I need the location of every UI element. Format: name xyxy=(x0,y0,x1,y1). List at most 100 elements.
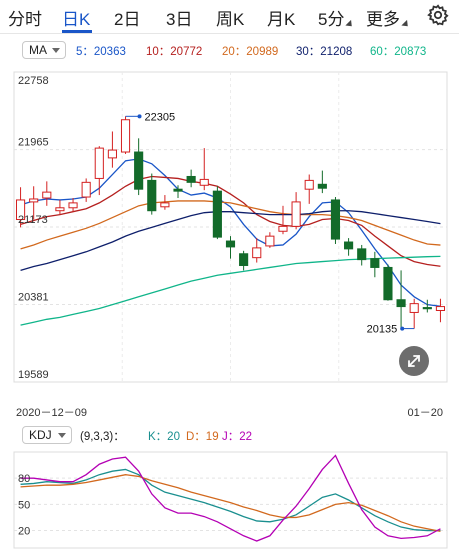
ma-line-2 xyxy=(20,200,441,250)
candlestick-chart[interactable]: 22758 21965 21173 20381 19589 2020－12－09… xyxy=(0,62,459,424)
kdj-indicator-selector[interactable]: KDJ xyxy=(22,426,72,444)
min-price-annotation: 20135 xyxy=(367,324,415,336)
kdj-y-tick-label: 20 xyxy=(18,526,30,538)
candles xyxy=(15,116,446,329)
candle xyxy=(291,192,301,230)
candle xyxy=(55,199,65,215)
kdj-k-value: K：20 xyxy=(148,431,180,443)
candle-body xyxy=(147,179,157,212)
candle xyxy=(370,251,380,278)
kdj-y-tick-label: 80 xyxy=(18,473,30,485)
y-tick-label: 21965 xyxy=(18,137,49,149)
tab-5-minute-label: 5分 xyxy=(318,10,345,29)
kdj-grid xyxy=(13,451,448,549)
kdj-y-tick-label: 50 xyxy=(18,499,30,511)
candle xyxy=(120,116,131,154)
tab-more-label: 更多 xyxy=(366,10,400,29)
kdj-k-line xyxy=(20,468,441,532)
candle-body xyxy=(370,258,380,268)
y-tick-label: 22758 xyxy=(18,75,49,87)
candle-body xyxy=(396,299,406,308)
candle xyxy=(278,205,288,235)
tab-intraday[interactable]: 分时 xyxy=(8,10,42,29)
tab-daily-k[interactable]: 日K xyxy=(62,10,91,29)
x-start-date-label: 2020－12－09 xyxy=(16,407,87,419)
x-end-date-label: 01－20 xyxy=(408,407,443,419)
candle xyxy=(134,138,144,196)
kdj-lines xyxy=(20,454,441,542)
candle xyxy=(29,186,39,220)
kdj-legend-bar: KDJ (9,3,3)： K：20 D：19 J：22 xyxy=(0,426,459,446)
kdj-params: (9,3,3)： xyxy=(80,431,125,443)
price-grid xyxy=(13,71,448,383)
tab-3-day[interactable]: 3日 xyxy=(166,10,193,29)
candle-body xyxy=(173,188,183,192)
candle xyxy=(42,181,52,206)
candle xyxy=(225,236,236,259)
tab-5-minute[interactable]: 5分 xyxy=(318,5,356,30)
candle-body xyxy=(134,151,144,190)
ma10-value: 10：20772 xyxy=(146,46,203,58)
candle xyxy=(94,146,104,196)
candle-body xyxy=(212,190,222,238)
candle-body xyxy=(68,202,78,209)
kdj-d-value: D：19 xyxy=(186,431,219,443)
candle-body xyxy=(42,191,52,199)
active-tab-indicator xyxy=(62,30,92,33)
candle-body xyxy=(344,241,354,250)
kdj-selector-label: KDJ xyxy=(29,428,52,442)
candle-body xyxy=(304,179,314,190)
min-dot xyxy=(400,326,405,331)
candle-body xyxy=(225,240,236,248)
y-tick-label: 20381 xyxy=(18,292,49,304)
ma-indicator-selector[interactable]: MA xyxy=(22,41,66,59)
candle xyxy=(304,174,314,204)
ma-legend-bar: MA 5：20363 10：20772 20：20989 30：21208 60… xyxy=(0,41,459,61)
y-tick-label: 19589 xyxy=(18,369,49,381)
ma5-value: 5：20363 xyxy=(76,46,126,58)
caret-down-icon xyxy=(52,48,60,53)
kdj-j-value: J：22 xyxy=(222,431,253,443)
candle xyxy=(160,195,170,210)
candle xyxy=(383,264,393,301)
candle xyxy=(186,169,196,188)
candle-body xyxy=(160,202,170,208)
candle xyxy=(409,298,419,329)
candle-body xyxy=(422,307,432,310)
max-dot xyxy=(137,114,142,119)
candle-body xyxy=(29,198,39,203)
candle-body xyxy=(317,183,327,189)
candle xyxy=(81,178,91,202)
candle xyxy=(68,197,78,212)
candle-body xyxy=(383,266,393,301)
fullscreen-button[interactable] xyxy=(399,346,429,376)
max-price-label: 22305 xyxy=(145,111,176,123)
tab-monthly-k[interactable]: 月K xyxy=(267,10,296,29)
candle xyxy=(330,197,341,244)
settings-gear-icon[interactable] xyxy=(426,3,450,27)
tab-2-day[interactable]: 2日 xyxy=(114,10,141,29)
candle-body xyxy=(435,306,446,311)
candle-body xyxy=(330,199,341,240)
tab-more[interactable]: 更多 xyxy=(366,5,411,30)
kdj-indicator-chart[interactable]: 80 50 20 xyxy=(0,448,459,550)
candle xyxy=(422,299,432,313)
candle xyxy=(173,185,183,198)
candle-body xyxy=(15,199,26,221)
candle-body xyxy=(55,207,65,212)
min-price-label: 20135 xyxy=(367,324,398,336)
tab-weekly-k[interactable]: 周K xyxy=(216,10,245,29)
kdj-frame xyxy=(13,451,448,549)
candle-body xyxy=(186,175,196,183)
candle-body xyxy=(291,201,301,227)
dropdown-corner-icon xyxy=(401,19,411,30)
candle-body xyxy=(265,235,275,247)
ma-line-1 xyxy=(20,175,441,267)
candle xyxy=(212,186,222,240)
candle xyxy=(317,170,327,194)
ma-line-3 xyxy=(20,210,441,272)
candle-body xyxy=(252,247,262,259)
expand-arrows-icon xyxy=(408,355,420,367)
candle-body xyxy=(81,181,91,198)
candle xyxy=(265,232,275,248)
